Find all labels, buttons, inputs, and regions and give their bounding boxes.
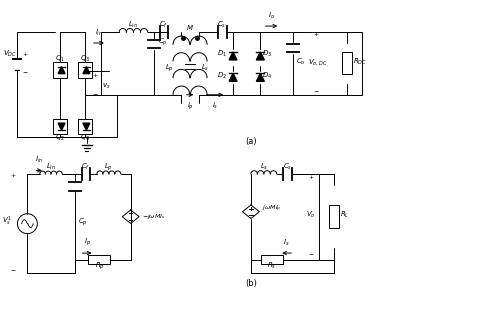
Text: (a): (a) (245, 137, 256, 146)
Bar (261, 255, 282, 264)
Text: $+$: $+$ (22, 50, 29, 58)
Text: $+$: $+$ (312, 30, 320, 38)
Text: $+$: $+$ (308, 173, 314, 181)
Text: $R_L$: $R_L$ (340, 210, 349, 220)
Text: $D_2$: $D_2$ (216, 70, 226, 81)
Text: $-$: $-$ (92, 92, 98, 97)
Text: $V_{o,DC}$: $V_{o,DC}$ (308, 57, 327, 67)
Text: $V_{DC}$: $V_{DC}$ (2, 49, 16, 59)
Text: $V_s^1$: $V_s^1$ (2, 215, 12, 228)
Bar (88, 255, 110, 264)
Text: $-$: $-$ (10, 267, 16, 272)
Text: $L_{in}$: $L_{in}$ (46, 162, 56, 172)
Text: $Q_4$: $Q_4$ (80, 133, 90, 143)
Text: $R_{DC}$: $R_{DC}$ (354, 57, 368, 67)
Polygon shape (229, 73, 237, 81)
Text: $I_o$: $I_o$ (268, 11, 275, 21)
Text: $v_s$: $v_s$ (102, 82, 110, 91)
Polygon shape (58, 123, 65, 130)
Text: $L_p$: $L_p$ (104, 162, 113, 173)
Text: $i_s$: $i_s$ (212, 101, 218, 111)
Text: $Q_3$: $Q_3$ (80, 54, 90, 64)
Bar (78, 62, 92, 78)
Bar (330, 205, 340, 228)
Bar (53, 119, 67, 134)
Polygon shape (229, 52, 237, 60)
Text: $M$: $M$ (186, 23, 194, 32)
Text: (b): (b) (245, 279, 257, 288)
Text: $C_s$: $C_s$ (218, 20, 227, 30)
Text: $-$: $-$ (22, 69, 29, 74)
Text: $R_s$: $R_s$ (267, 260, 276, 271)
Text: $Q_2$: $Q_2$ (56, 133, 66, 143)
Text: $+$: $+$ (10, 171, 17, 180)
Polygon shape (256, 52, 264, 60)
Text: $C_s$: $C_s$ (283, 162, 292, 172)
Text: $i_p$: $i_p$ (186, 101, 194, 112)
Text: $R_p$: $R_p$ (94, 260, 104, 272)
Text: $Q_1$: $Q_1$ (56, 54, 66, 64)
Bar (78, 119, 92, 134)
Text: $C_o$: $C_o$ (296, 57, 306, 67)
Text: $D_3$: $D_3$ (262, 49, 272, 59)
Text: $I_p$: $I_p$ (84, 237, 90, 248)
Polygon shape (83, 67, 90, 74)
Text: $D_4$: $D_4$ (262, 70, 272, 81)
Text: $L_{in}$: $L_{in}$ (128, 20, 138, 30)
Text: $C_p$: $C_p$ (78, 216, 88, 228)
Text: $L_s$: $L_s$ (260, 162, 268, 172)
Polygon shape (256, 73, 264, 81)
Text: $+$: $+$ (92, 71, 98, 79)
Text: $D_1$: $D_1$ (216, 49, 226, 59)
Text: $-$: $-$ (312, 88, 320, 93)
Text: $L_p$: $L_p$ (165, 62, 174, 74)
Bar (53, 62, 67, 78)
Text: $C_p$: $C_p$ (158, 37, 168, 48)
Polygon shape (58, 67, 65, 74)
Bar (342, 53, 352, 74)
Text: $-$: $-$ (308, 252, 314, 256)
Text: $V_o$: $V_o$ (306, 210, 316, 220)
Text: $C_f$: $C_f$ (82, 162, 90, 172)
Text: $L_s$: $L_s$ (200, 62, 209, 73)
Text: $j\omega MI_p$: $j\omega MI_p$ (262, 204, 281, 214)
Text: $-j\omega MI_s$: $-j\omega MI_s$ (142, 212, 166, 221)
Text: $i_{in}$: $i_{in}$ (95, 28, 103, 38)
Text: $I_{in}$: $I_{in}$ (35, 155, 43, 165)
Text: $C_f$: $C_f$ (160, 20, 168, 30)
Polygon shape (83, 123, 90, 130)
Text: $I_s$: $I_s$ (284, 238, 290, 248)
